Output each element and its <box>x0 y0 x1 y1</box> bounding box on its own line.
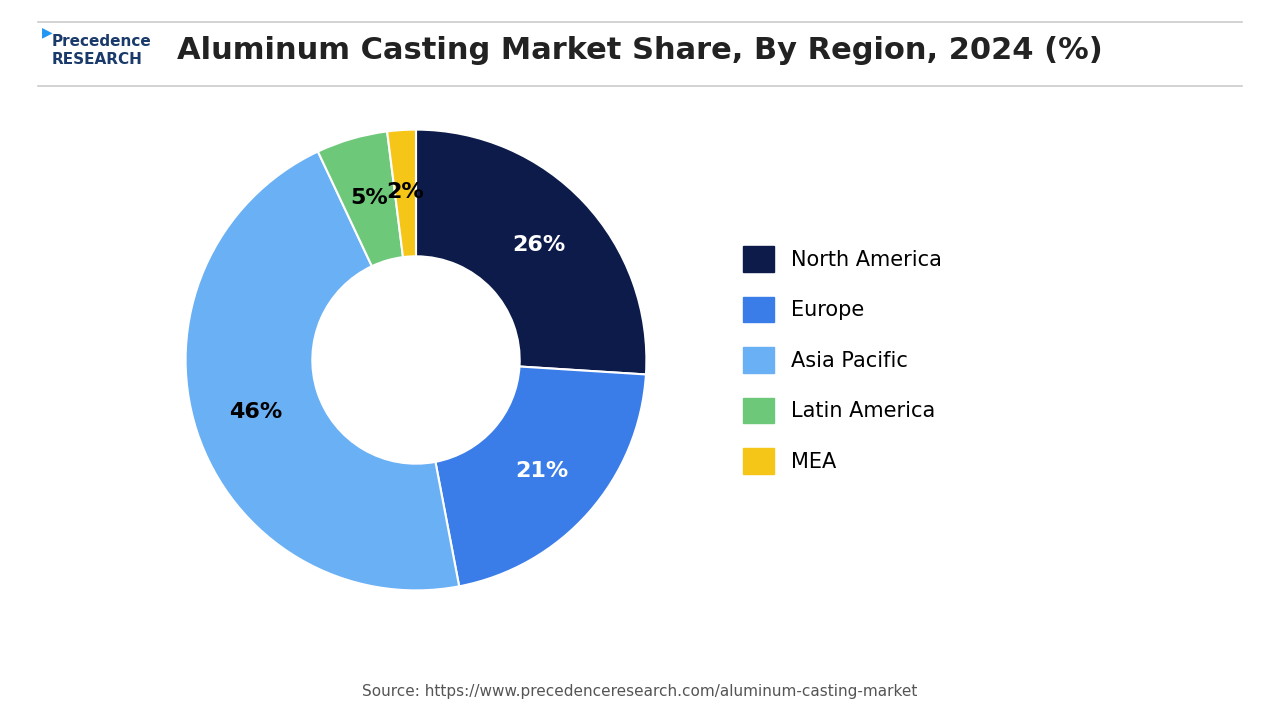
Wedge shape <box>387 130 416 257</box>
Wedge shape <box>416 130 646 374</box>
Wedge shape <box>317 132 403 266</box>
Legend: North America, Europe, Asia Pacific, Latin America, MEA: North America, Europe, Asia Pacific, Lat… <box>744 246 942 474</box>
Text: Aluminum Casting Market Share, By Region, 2024 (%): Aluminum Casting Market Share, By Region… <box>177 36 1103 65</box>
Text: Precedence
RESEARCH: Precedence RESEARCH <box>51 34 151 67</box>
Text: ▶: ▶ <box>42 25 52 40</box>
Text: 5%: 5% <box>351 189 388 209</box>
Text: Source: https://www.precedenceresearch.com/aluminum-casting-market: Source: https://www.precedenceresearch.c… <box>362 684 918 698</box>
Text: 26%: 26% <box>512 235 566 255</box>
Text: 2%: 2% <box>387 182 424 202</box>
Text: 21%: 21% <box>516 462 568 481</box>
Wedge shape <box>186 151 460 590</box>
Wedge shape <box>435 366 646 586</box>
Text: 46%: 46% <box>229 402 283 422</box>
